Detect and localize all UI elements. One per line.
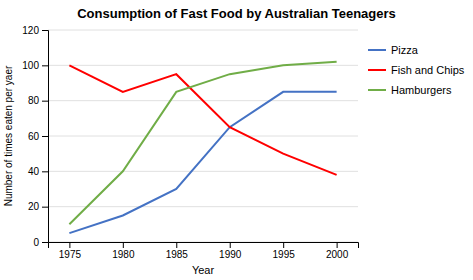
tick-mark bbox=[283, 242, 284, 248]
legend-label: Hamburgers bbox=[391, 84, 452, 96]
legend-swatch bbox=[368, 49, 386, 51]
legend: Pizza Fish and Chips Hamburgers bbox=[368, 44, 465, 96]
y-axis: 0 20 40 60 80 100 120 bbox=[22, 25, 48, 248]
tick-mark bbox=[42, 65, 48, 66]
tick-label: 40 bbox=[28, 166, 40, 177]
tick-mark bbox=[69, 242, 70, 248]
legend-item: Fish and Chips bbox=[368, 64, 465, 76]
title: Consumption of Fast Food by Australian T… bbox=[77, 6, 396, 21]
tick-mark bbox=[42, 171, 48, 172]
tick-mark bbox=[176, 242, 177, 248]
tick-mark bbox=[42, 101, 48, 102]
series-line bbox=[69, 65, 336, 175]
legend-item: Pizza bbox=[368, 44, 419, 56]
tick: 120 bbox=[22, 25, 48, 36]
tick-label: 0 bbox=[33, 237, 39, 248]
tick-mark bbox=[123, 242, 124, 248]
tick-mark bbox=[42, 136, 48, 137]
tick-mark bbox=[337, 242, 338, 248]
tick-mark bbox=[42, 30, 48, 31]
legend-swatch bbox=[368, 69, 386, 71]
legend-label: Fish and Chips bbox=[391, 64, 465, 76]
tick: 1990 bbox=[219, 242, 242, 260]
grid-line bbox=[48, 171, 358, 172]
grid bbox=[48, 30, 358, 242]
legend-swatch bbox=[368, 89, 386, 91]
legend-item: Hamburgers bbox=[368, 84, 452, 96]
tick-label: 1980 bbox=[112, 249, 135, 260]
chart: 1975 1980 1985 1990 1995 2000 0 20 40 60 80 100 120 C… bbox=[0, 0, 473, 280]
grid-line bbox=[48, 30, 358, 31]
tick-mark bbox=[42, 207, 48, 208]
axis-line bbox=[49, 243, 359, 249]
tick: 1995 bbox=[273, 242, 296, 260]
lines bbox=[69, 62, 336, 233]
tick: 0 bbox=[33, 237, 48, 248]
tick-label: 1985 bbox=[166, 249, 189, 260]
tick-label: 20 bbox=[28, 201, 40, 212]
axis-line bbox=[42, 31, 49, 243]
plot: 1975 1980 1985 1990 1995 2000 0 20 40 60 80 100 120 bbox=[22, 25, 358, 260]
grid-line bbox=[48, 136, 358, 137]
grid-line bbox=[48, 206, 358, 207]
tick-label: 1990 bbox=[219, 249, 242, 260]
tick: 20 bbox=[28, 201, 48, 212]
x-axis: 1975 1980 1985 1990 1995 2000 bbox=[49, 242, 359, 260]
tick: 100 bbox=[22, 60, 48, 71]
tick-label: 1995 bbox=[273, 249, 296, 260]
x-axis-label: Year bbox=[192, 264, 215, 276]
tick: 1980 bbox=[112, 242, 135, 260]
tick-label: 100 bbox=[22, 60, 39, 71]
series-line bbox=[69, 92, 336, 233]
tick-label: 120 bbox=[22, 25, 39, 36]
tick: 80 bbox=[28, 95, 48, 106]
tick-label: 60 bbox=[28, 131, 40, 142]
tick: 2000 bbox=[326, 242, 349, 260]
series-line bbox=[69, 62, 336, 225]
legend-label: Pizza bbox=[391, 44, 419, 56]
tick: 1975 bbox=[59, 242, 82, 260]
tick-label: 2000 bbox=[326, 249, 349, 260]
tick-mark bbox=[230, 242, 231, 248]
tick: 60 bbox=[28, 131, 48, 142]
tick-mark bbox=[42, 242, 48, 243]
tick: 1985 bbox=[166, 242, 189, 260]
tick-label: 1975 bbox=[59, 249, 82, 260]
tick: 40 bbox=[28, 166, 48, 177]
y-axis-label: Number of times eaten per yaer bbox=[3, 65, 14, 206]
tick-label: 80 bbox=[28, 95, 40, 106]
grid-line bbox=[48, 65, 358, 66]
